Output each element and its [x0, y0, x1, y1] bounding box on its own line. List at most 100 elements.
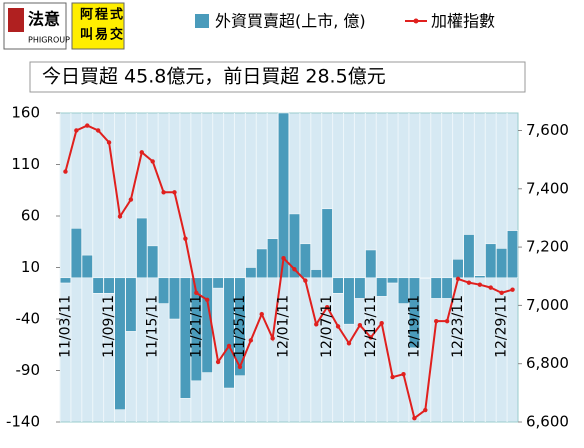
- point: [434, 318, 439, 324]
- point: [423, 407, 428, 413]
- bar: [114, 277, 126, 410]
- logo-char: 式: [110, 7, 123, 23]
- bar: [190, 277, 202, 382]
- logo-mark: 法意: [28, 10, 60, 29]
- point: [455, 276, 461, 282]
- x-tick-label: 12/23/11: [450, 295, 466, 358]
- x-tick-label: 12/07/11: [319, 295, 335, 358]
- point: [183, 236, 188, 241]
- point: [194, 290, 199, 296]
- legend-swatch: [195, 14, 209, 28]
- x-tick-label: 11/15/11: [145, 295, 161, 358]
- point: [95, 128, 101, 133]
- point: [215, 359, 221, 365]
- bar: [365, 249, 377, 279]
- bar: [278, 112, 290, 279]
- logo-icon: [8, 8, 24, 32]
- logo-char: 程: [95, 8, 108, 23]
- point: [117, 214, 123, 219]
- legend-label: 加權指數: [431, 12, 495, 31]
- legend-label: 外資買賣超(上市, 億): [215, 12, 366, 31]
- point: [226, 343, 232, 349]
- point: [346, 341, 352, 346]
- y2-tick-label: 7,200: [526, 238, 569, 256]
- point: [161, 190, 166, 195]
- bar: [103, 277, 115, 294]
- logo-frame: [71, 2, 125, 50]
- logo-right: [71, 2, 125, 50]
- subtitle-box: [29, 61, 526, 93]
- bar: [463, 234, 475, 279]
- bar: [169, 277, 180, 320]
- bar: [496, 248, 508, 279]
- point: [510, 287, 515, 292]
- y2-tick-label: 6,600: [526, 413, 569, 431]
- bar: [125, 277, 137, 332]
- y-tick-label: 10: [21, 258, 40, 276]
- point: [281, 255, 286, 261]
- point: [357, 323, 363, 328]
- x-tick-label: 11/21/11: [188, 295, 204, 358]
- point: [63, 169, 68, 174]
- point: [488, 285, 493, 290]
- point: [401, 371, 406, 377]
- bar: [147, 245, 159, 279]
- bar: [310, 269, 322, 279]
- y-tick-label: -140: [6, 413, 40, 431]
- bar: [398, 277, 409, 304]
- legend-swatch: [413, 18, 419, 24]
- bar: [158, 277, 170, 304]
- point: [292, 267, 297, 272]
- point: [324, 304, 330, 310]
- bar: [332, 277, 344, 294]
- bar: [223, 277, 235, 389]
- point: [270, 336, 275, 341]
- bar: [430, 277, 442, 299]
- bar: [321, 208, 333, 279]
- bar: [354, 277, 366, 299]
- y-tick-label: 160: [11, 104, 40, 122]
- bar: [179, 277, 191, 399]
- bar: [343, 277, 355, 325]
- point: [412, 416, 417, 421]
- y2-tick-label: 7,400: [526, 179, 569, 197]
- logo-char: 易: [95, 28, 108, 43]
- bar: [92, 277, 104, 294]
- point: [150, 159, 155, 164]
- y-tick-label: 60: [21, 207, 40, 225]
- point: [499, 290, 504, 296]
- bar: [474, 275, 486, 279]
- y-tick-label: -40: [16, 310, 41, 328]
- bar: [136, 217, 148, 279]
- y-tick-label: 110: [11, 155, 40, 173]
- bar: [485, 243, 497, 279]
- bar: [376, 277, 388, 297]
- point: [248, 338, 254, 343]
- y-tick-label: -90: [16, 361, 41, 379]
- y2-tick-label: 7,000: [526, 296, 569, 314]
- bar: [452, 259, 464, 279]
- point: [74, 128, 79, 133]
- point: [205, 297, 210, 303]
- point: [106, 140, 112, 145]
- point: [85, 123, 90, 128]
- point: [444, 318, 450, 324]
- bar: [81, 254, 93, 279]
- point: [303, 278, 308, 283]
- x-tick-label: 12/29/11: [494, 295, 510, 358]
- x-tick-label: 12/19/11: [406, 295, 422, 358]
- point: [259, 311, 264, 317]
- bar: [212, 277, 224, 289]
- x-tick-label: 12/13/11: [363, 295, 379, 358]
- point: [139, 150, 144, 155]
- bar: [70, 228, 82, 279]
- bar: [387, 277, 399, 284]
- point: [237, 364, 243, 370]
- y2-tick-label: 6,800: [526, 354, 569, 372]
- bar: [267, 238, 279, 279]
- y2-tick-label: 7,600: [526, 121, 569, 139]
- x-tick-label: 12/01/11: [276, 295, 292, 358]
- point: [466, 280, 472, 285]
- bar: [59, 277, 71, 284]
